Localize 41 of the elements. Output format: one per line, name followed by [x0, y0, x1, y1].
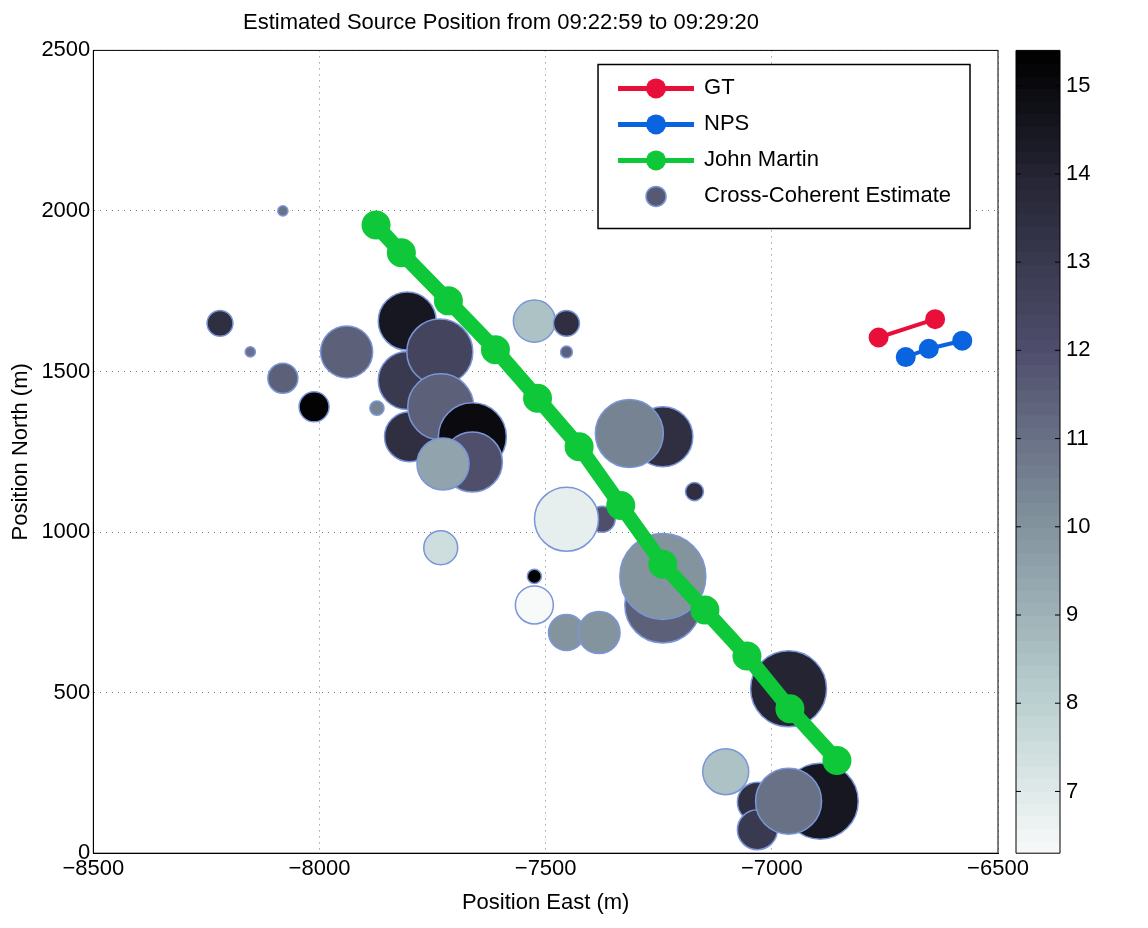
point: [925, 309, 946, 330]
color-bar-label: 7: [1066, 777, 1079, 803]
y-tick-label: 2500: [41, 36, 91, 62]
point: [361, 210, 391, 240]
y-tick-label: 500: [53, 678, 91, 704]
x-axis-title: Position East (m): [461, 888, 630, 914]
point: [433, 286, 463, 316]
x-tick-label: −7000: [740, 855, 803, 881]
color-bar-label: 12: [1066, 336, 1091, 362]
point: [564, 432, 594, 462]
y-tick-label: 1500: [41, 357, 91, 383]
x-tick-label: −7500: [514, 855, 577, 881]
point: [386, 238, 416, 268]
color-bar-label: 10: [1066, 512, 1091, 538]
x-tick-label: −8000: [288, 855, 351, 881]
color-bar-label: 15: [1066, 71, 1091, 97]
chart-title: Estimated Source Position from 09:22:59 to 09:29:20: [242, 9, 760, 35]
point: [732, 641, 762, 671]
point: [868, 327, 889, 348]
point: [952, 330, 973, 351]
y-tick-label: 2000: [41, 197, 91, 223]
point: [480, 335, 510, 365]
point: [606, 490, 636, 520]
legend-label: Cross-Coherent Estimate: [704, 182, 952, 208]
point: [822, 745, 852, 775]
color-bar-label: 11: [1066, 424, 1089, 450]
color-bar-label: 9: [1066, 601, 1079, 627]
color-bar-label: 13: [1066, 248, 1091, 274]
y-tick-label: 1000: [41, 518, 91, 544]
point: [775, 694, 805, 724]
legend-label: NPS: [704, 110, 750, 136]
point: [690, 595, 720, 625]
y-axis-title: Position North (m): [7, 363, 33, 541]
point: [918, 338, 939, 359]
point: [523, 383, 553, 413]
legend-label: GT: [704, 74, 735, 100]
x-tick-label: −6500: [967, 855, 1029, 881]
color-bar-label: 14: [1066, 159, 1091, 185]
legend-label: John Martin: [704, 146, 819, 172]
point: [895, 347, 916, 368]
color-bar-label: 8: [1066, 689, 1079, 715]
